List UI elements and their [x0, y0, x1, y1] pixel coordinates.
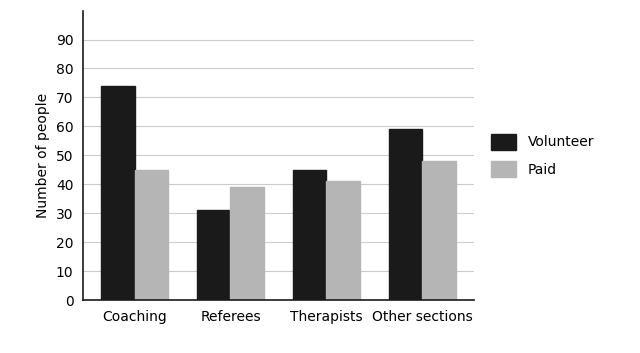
Bar	[326, 181, 360, 300]
Bar	[197, 210, 230, 300]
Bar	[230, 187, 264, 300]
Y-axis label: Number of people: Number of people	[36, 93, 51, 218]
Bar	[134, 170, 168, 300]
Bar	[292, 170, 326, 300]
Bar	[101, 86, 134, 300]
Legend: Volunteer, Paid: Volunteer, Paid	[484, 127, 601, 184]
Bar	[422, 161, 456, 300]
Bar	[388, 129, 422, 300]
